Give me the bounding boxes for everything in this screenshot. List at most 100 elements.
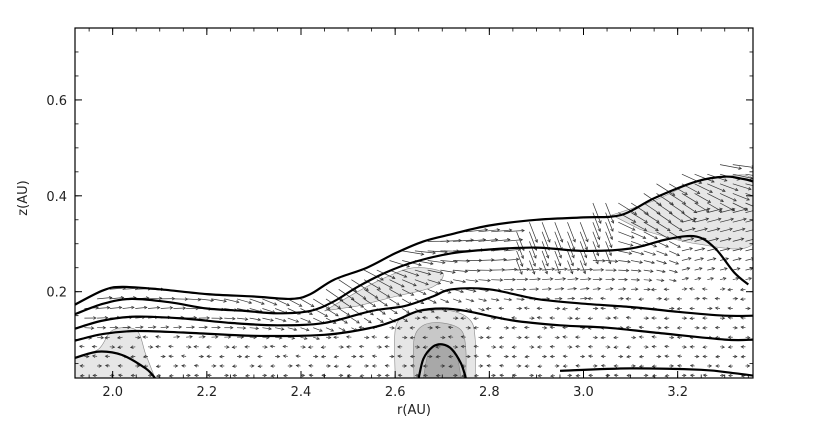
velocity-arrow xyxy=(663,325,670,330)
velocity-arrow xyxy=(554,260,561,275)
velocity-arrow xyxy=(435,373,441,378)
velocity-arrow xyxy=(122,325,131,330)
velocity-arrow xyxy=(714,296,721,301)
x-axis-ticks: 2.0 2.2 2.4 2.6 2.8 3.0 3.2 xyxy=(88,28,749,400)
velocity-arrow xyxy=(224,345,230,349)
velocity-arrow xyxy=(618,277,628,282)
velocity-arrow xyxy=(117,364,123,368)
velocity-arrow xyxy=(478,228,501,233)
velocity-arrow xyxy=(186,335,193,339)
velocity-arrow xyxy=(719,202,736,212)
velocity-arrow xyxy=(321,373,327,378)
velocity-arrow xyxy=(732,227,746,233)
velocity-arrow xyxy=(516,335,522,340)
velocity-arrow xyxy=(465,279,479,283)
velocity-arrow xyxy=(554,296,563,301)
velocity-arrow xyxy=(587,296,593,301)
velocity-arrow xyxy=(491,345,497,349)
velocity-arrow xyxy=(707,193,724,203)
velocity-arrow xyxy=(389,308,398,314)
velocity-arrow xyxy=(231,345,238,349)
velocity-arrow xyxy=(453,279,467,284)
velocity-arrow xyxy=(643,260,656,265)
velocity-arrow xyxy=(211,298,227,303)
velocity-arrow xyxy=(384,344,390,349)
velocity-arrow xyxy=(219,354,225,359)
velocity-arrow xyxy=(92,373,98,378)
velocity-arrow xyxy=(592,231,600,249)
velocity-arrow xyxy=(656,250,668,256)
velocity-arrow xyxy=(440,335,446,340)
velocity-arrow xyxy=(491,373,496,378)
velocity-arrow xyxy=(440,269,456,274)
velocity-arrow xyxy=(84,326,95,330)
velocity-arrow xyxy=(97,315,109,320)
velocity-arrow xyxy=(186,297,202,302)
velocity-arrow xyxy=(155,335,161,339)
velocity-arrow xyxy=(122,305,135,310)
velocity-arrow xyxy=(676,297,682,301)
velocity-arrow xyxy=(707,237,720,242)
velocity-arrow xyxy=(448,354,454,359)
velocity-arrow xyxy=(376,269,396,280)
velocity-arrow xyxy=(625,315,632,320)
velocity-arrow xyxy=(681,345,687,349)
velocity-arrow xyxy=(664,344,670,349)
velocity-arrow xyxy=(249,317,262,322)
velocity-arrow xyxy=(503,326,510,330)
velocity-arrow xyxy=(529,241,537,259)
velocity-arrow xyxy=(384,335,390,340)
velocity-arrow xyxy=(613,345,619,349)
velocity-arrow xyxy=(402,279,417,287)
velocity-arrow xyxy=(402,364,408,368)
velocity-arrow xyxy=(592,222,601,241)
velocity-arrow xyxy=(180,354,187,358)
velocity-arrow xyxy=(117,373,123,378)
velocity-arrow xyxy=(542,326,548,330)
velocity-arrow xyxy=(541,250,549,267)
velocity-arrow xyxy=(206,373,212,378)
velocity-arrow xyxy=(587,354,593,358)
velocity-arrow xyxy=(536,335,543,339)
contour-level-4 xyxy=(75,307,753,342)
velocity-arrow xyxy=(554,335,560,340)
velocity-arrow xyxy=(325,335,332,340)
contour-level-3 xyxy=(75,287,753,330)
velocity-arrow xyxy=(554,364,560,368)
velocity-arrow xyxy=(427,260,446,265)
velocity-arrow xyxy=(689,345,695,349)
velocity-arrow xyxy=(503,238,524,242)
velocity-arrow xyxy=(511,373,517,378)
velocity-arrow xyxy=(173,297,189,301)
velocity-arrow xyxy=(300,298,315,307)
velocity-arrow xyxy=(554,287,565,291)
velocity-arrow xyxy=(745,183,753,187)
velocity-arrow xyxy=(681,373,687,378)
velocity-arrow xyxy=(198,335,206,339)
velocity-arrow xyxy=(669,221,683,231)
velocity-arrow xyxy=(702,345,708,349)
velocity-arrow xyxy=(669,306,675,311)
velocity-arrow xyxy=(618,354,624,359)
velocity-arrow xyxy=(580,267,594,272)
velocity-arrow xyxy=(612,306,619,310)
velocity-arrow xyxy=(422,373,428,378)
velocity-arrow xyxy=(600,296,606,301)
x-tick-label: 2.2 xyxy=(196,385,217,400)
velocity-arrow xyxy=(669,335,675,340)
velocity-arrow xyxy=(346,345,352,349)
velocity-arrow xyxy=(427,326,434,330)
velocity-arrow xyxy=(681,276,690,281)
velocity-arrow xyxy=(130,355,136,359)
contour-level-7 xyxy=(559,367,753,377)
velocity-arrow xyxy=(605,250,612,265)
velocity-arrow xyxy=(389,288,403,297)
velocity-arrow xyxy=(485,326,492,330)
velocity-arrow xyxy=(84,316,97,320)
velocity-arrow xyxy=(257,354,263,359)
velocity-arrow xyxy=(211,325,221,330)
velocity-arrow xyxy=(554,222,564,243)
velocity-arrow xyxy=(168,344,174,349)
velocity-arrow xyxy=(511,345,517,349)
velocity-arrow xyxy=(116,335,123,340)
